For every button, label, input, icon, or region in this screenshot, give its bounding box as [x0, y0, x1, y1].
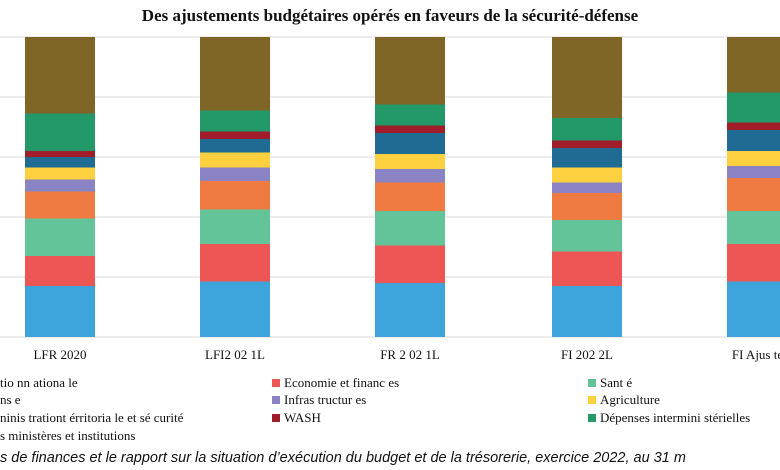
bar-segment [552, 37, 622, 118]
bar-segment [727, 178, 780, 211]
bar-segment [375, 37, 445, 105]
legend-item: WASH [272, 410, 321, 425]
legend-label: WASH [284, 410, 321, 425]
bar-segment [727, 166, 780, 178]
legend-swatch [272, 379, 280, 387]
bar-segment [25, 286, 95, 337]
legend-item: tio nn ationa le [0, 375, 78, 390]
bar-segment [200, 209, 270, 244]
bar-segment [375, 169, 445, 183]
bar-segment [200, 167, 270, 181]
legend-swatch [272, 414, 280, 422]
x-tick-label: LFR 2020 [33, 347, 86, 362]
legend-swatch [272, 396, 280, 404]
bar-segment [25, 37, 95, 114]
legend-item: Dépenses intermini stérielles [588, 410, 750, 425]
bar-segment [375, 104, 445, 126]
chart-title: Des ajustements budgétaires opérés en fa… [141, 6, 639, 25]
legend-item: Sant é [588, 375, 632, 390]
bar-segment [552, 167, 622, 183]
bar-segment [25, 179, 95, 192]
x-tick-label: FI Ajus té e [732, 347, 780, 362]
legend-swatch [588, 379, 596, 387]
bar-segment [552, 148, 622, 168]
legend-label: Dépenses intermini stérielles [600, 410, 751, 425]
bar-segment [200, 131, 270, 139]
bar-segment [727, 244, 780, 282]
source-note: s de finances et le rapport sur la situa… [0, 450, 686, 466]
bar-segment [25, 218, 95, 256]
legend-label: ns e [0, 392, 21, 407]
bar-segment [727, 151, 780, 166]
bar-segment [375, 283, 445, 337]
legend-item: ns e [0, 392, 21, 407]
bar-segment [552, 140, 622, 148]
x-tick-label: FI 202 2L [561, 347, 613, 362]
legend-label: tio nn ationa le [0, 375, 78, 390]
bar-segment [375, 245, 445, 283]
bar-segment [375, 133, 445, 154]
bar-segment [200, 181, 270, 210]
bar-segment [727, 281, 780, 337]
bar-segment [727, 130, 780, 151]
bar-segment [552, 118, 622, 141]
bar-segment [727, 122, 780, 130]
bar-segment [200, 110, 270, 132]
legend-label: Infras tructur es [284, 392, 367, 407]
bar-segment [25, 151, 95, 157]
legend-swatch [588, 414, 596, 422]
bar-segment [25, 191, 95, 219]
bar-segment [552, 251, 622, 286]
bar-segment [200, 152, 270, 168]
legend-label: Sant é [600, 375, 633, 390]
bar-segment [552, 220, 622, 252]
bar-segment [200, 281, 270, 337]
bar-segment [375, 211, 445, 246]
legend-item: Agriculture [588, 392, 660, 407]
bar-segment [200, 244, 270, 282]
bar-segment [200, 37, 270, 111]
bar-segment [727, 37, 780, 93]
legend-item: Infras tructur es [272, 392, 366, 407]
legend-label: Economie et financ es [284, 375, 400, 390]
bar-segment [727, 92, 780, 123]
bar-segment [552, 182, 622, 193]
stacked-bar-chart: LFR 2020 LFI2 02 1L FR 2 02 1L FI 202 2L FI … [0, 36, 780, 362]
bar-segment [200, 139, 270, 153]
bar-segment [375, 154, 445, 169]
x-tick-label: FR 2 02 1L [380, 347, 440, 362]
bar-segment [552, 286, 622, 337]
bar-segment [25, 167, 95, 180]
x-tick-label: LFI2 02 1L [205, 347, 265, 362]
bar-segment [25, 113, 95, 151]
legend-label: ninis trationt érritoria le et sé curité [0, 410, 184, 425]
bar-segment [25, 157, 95, 168]
bar-segment [25, 256, 95, 286]
legend-item: ninis trationt érritoria le et sé curité [0, 410, 183, 425]
bar-segment [375, 182, 445, 211]
legend-item: s ministères et institutions [0, 428, 135, 443]
legend-label: s ministères et institutions [0, 428, 136, 443]
legend-swatch [588, 396, 596, 404]
legend-label: Agriculture [600, 392, 660, 407]
bar-segment [727, 211, 780, 244]
bar-segment [552, 193, 622, 220]
bar-segment [375, 125, 445, 133]
legend-item: Economie et financ es [272, 375, 399, 390]
